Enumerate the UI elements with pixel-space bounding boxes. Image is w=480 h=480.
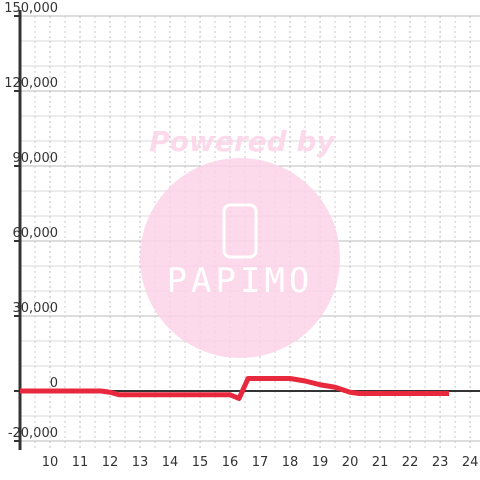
watermark-brand: PAPIMO [167, 261, 314, 301]
y-tick-label: 120,000 [4, 76, 58, 91]
x-tick-label: 22 [402, 455, 419, 470]
y-tick-label: 150,000 [4, 1, 58, 16]
x-tick-label: 20 [342, 455, 359, 470]
x-tick-label: 12 [102, 455, 119, 470]
y-tick-label: 0 [50, 376, 58, 391]
x-tick-label: 13 [132, 455, 149, 470]
watermark-title: Powered by [149, 125, 336, 158]
x-tick-label: 16 [222, 455, 239, 470]
x-tick-label: 18 [282, 455, 299, 470]
phone-icon [222, 203, 258, 259]
x-tick-label: 17 [252, 455, 269, 470]
y-tick-label: 60,000 [13, 226, 59, 241]
y-tick-label: 30,000 [13, 301, 59, 316]
x-tick-label: 14 [162, 455, 179, 470]
x-tick-label: 24 [462, 455, 479, 470]
x-tick-label: 21 [372, 455, 389, 470]
line [20, 376, 450, 401]
x-tick-label: 15 [192, 455, 209, 470]
x-tick-label: 19 [312, 455, 329, 470]
x-tick-label: 23 [432, 455, 449, 470]
x-tick-label: 11 [72, 455, 89, 470]
y-tick-label: 90,000 [13, 151, 59, 166]
y-tick-label: -20,000 [8, 426, 58, 441]
x-tick-label: 10 [42, 455, 59, 470]
watermark: Powered by PAPIMO [140, 125, 340, 358]
plot [20, 376, 450, 401]
